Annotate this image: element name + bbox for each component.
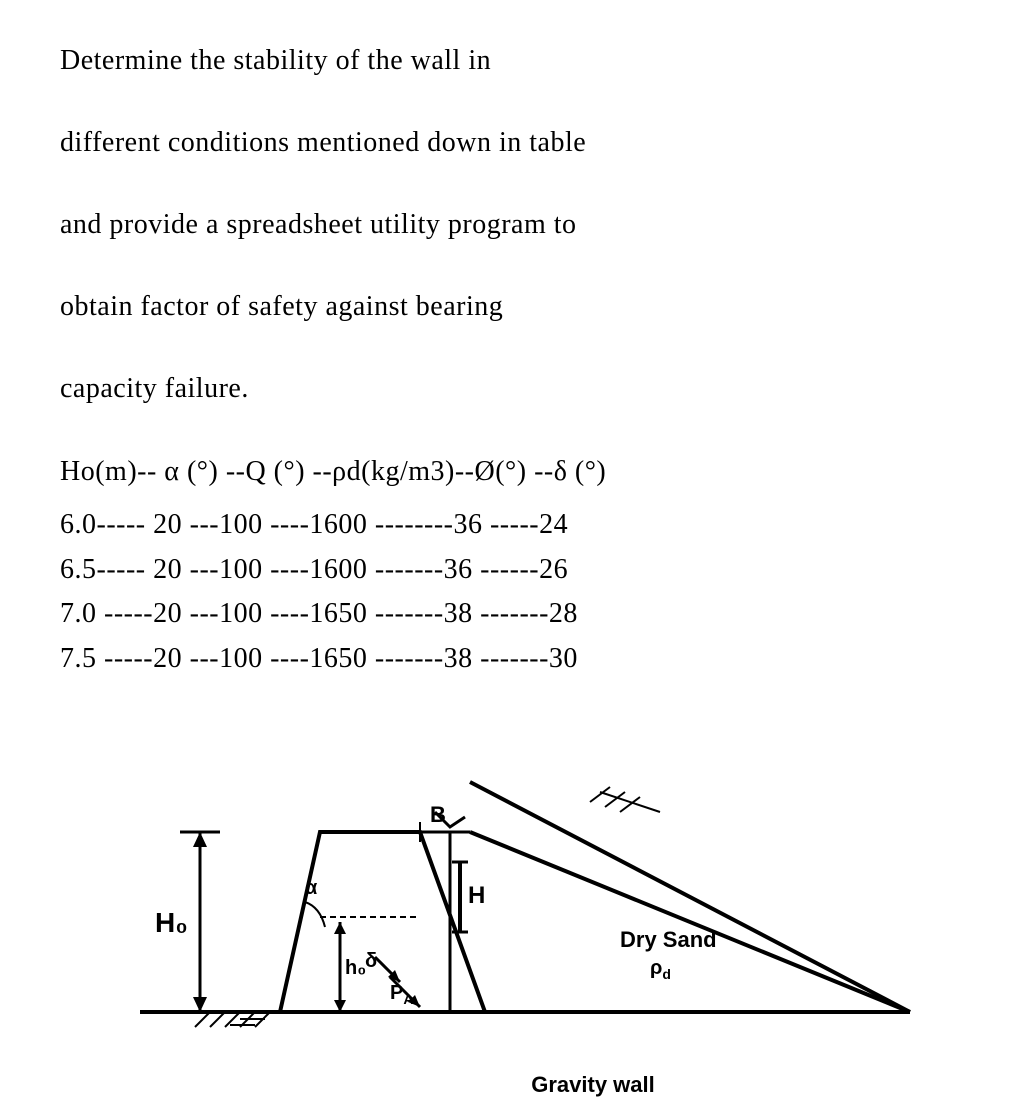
wall-svg xyxy=(110,732,960,1052)
problem-line-4: obtain factor of safety against bearing xyxy=(60,286,976,328)
problem-line-3: and provide a spreadsheet utility progra… xyxy=(60,204,976,246)
label-pa: PA xyxy=(390,982,413,1007)
label-ha: h₀ xyxy=(345,957,366,980)
problem-statement: Determine the stability of the wall in d… xyxy=(60,40,976,410)
problem-line-2: different conditions mentioned down in t… xyxy=(60,122,976,164)
label-b: B xyxy=(430,802,446,828)
label-delta: δ xyxy=(365,950,377,973)
label-h: H xyxy=(468,882,485,910)
gravity-wall-diagram: H₀ B H α δ h₀ PA Dry Sand ρd xyxy=(110,732,960,1052)
label-rho: ρd xyxy=(650,957,671,982)
label-alpha: α xyxy=(305,877,317,900)
table-row: 6.5----- 20 ---100 ----1600 -------36 --… xyxy=(60,548,976,593)
table-row: 7.5 -----20 ---100 ----1650 -------38 --… xyxy=(60,637,976,682)
table-header: Ho(m)-- α (°) --Q (°) --ρd(kg/m3)--Ø(°) … xyxy=(60,450,976,495)
diagram-caption: Gravity wall xyxy=(210,1072,976,1098)
table-row: 7.0 -----20 ---100 ----1650 -------38 --… xyxy=(60,592,976,637)
label-dry-sand: Dry Sand xyxy=(620,927,717,953)
data-table: Ho(m)-- α (°) --Q (°) --ρd(kg/m3)--Ø(°) … xyxy=(60,450,976,682)
problem-line-1: Determine the stability of the wall in xyxy=(60,40,976,82)
table-row: 6.0----- 20 ---100 ----1600 --------36 -… xyxy=(60,503,976,548)
label-ho: H₀ xyxy=(155,907,188,939)
problem-line-5: capacity failure. xyxy=(60,368,976,410)
